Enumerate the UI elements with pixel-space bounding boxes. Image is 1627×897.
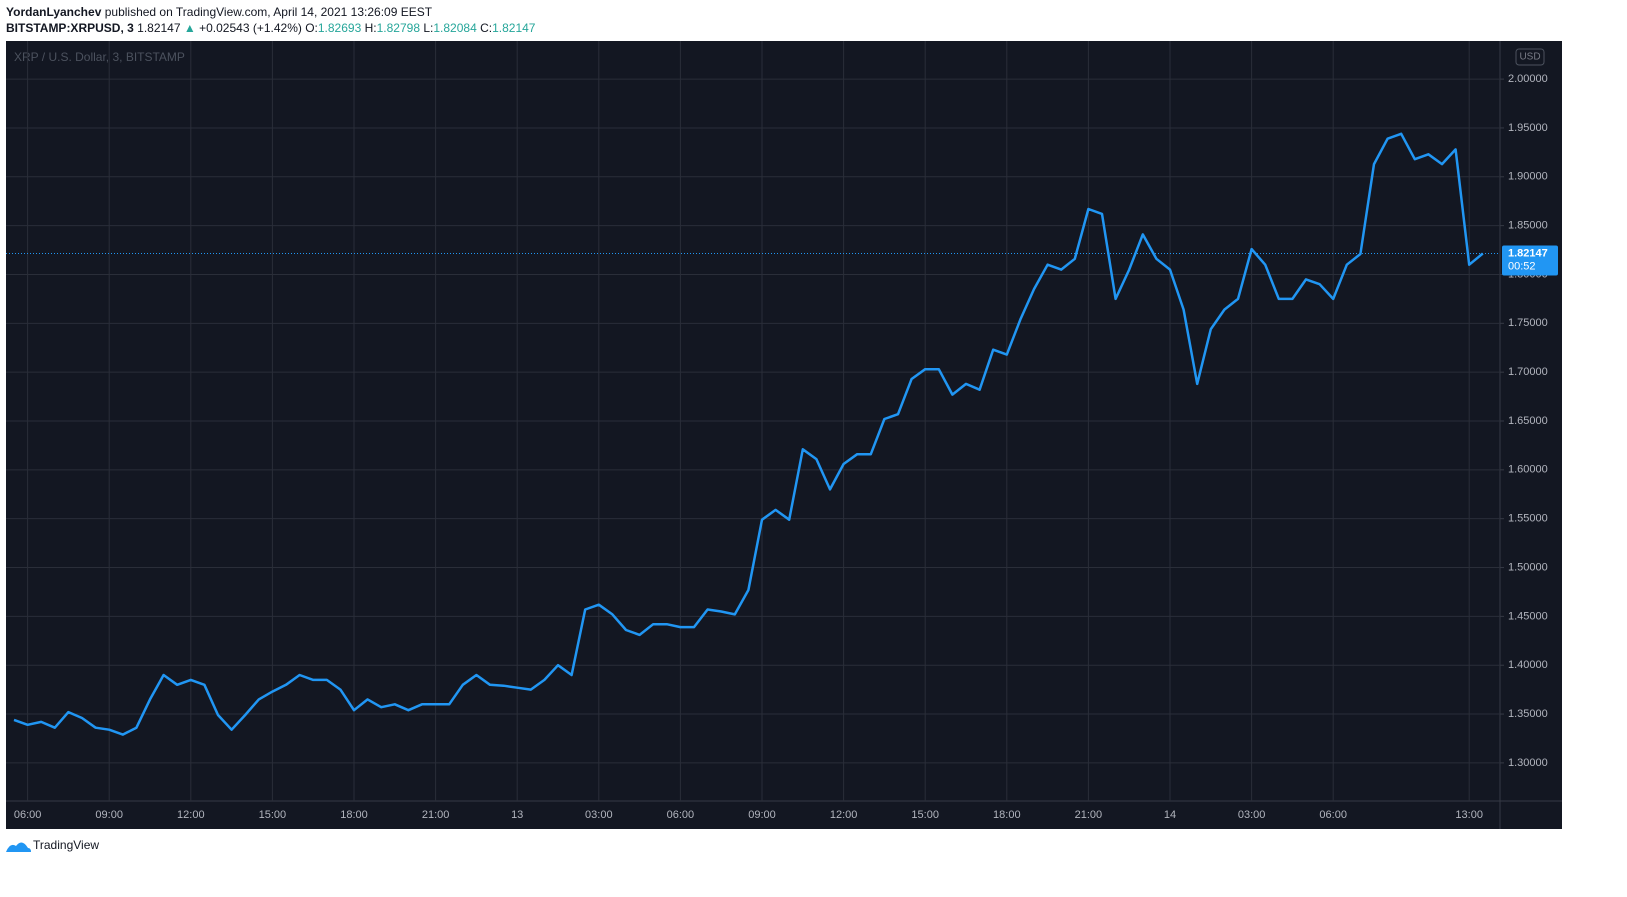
x-tick-label: 15:00 [259,809,287,821]
watermark: XRP / U.S. Dollar, 3, BITSTAMP [14,50,185,64]
publish-line: YordanLyanchev published on TradingView.… [6,5,432,19]
footer: TradingView [33,838,99,852]
x-tick-label: 09:00 [748,809,776,821]
ohlc-3-label: C: [480,21,493,35]
x-tick-label: 06:00 [667,809,695,821]
x-tick-label: 13:00 [1455,809,1483,821]
x-tick-label: 06:00 [14,809,42,821]
symbol-line: BITSTAMP:XRPUSD, 3 1.82147 ▲ +0.02543 (+… [6,21,535,35]
x-tick-label: 18:00 [993,809,1021,821]
x-tick-label: 13 [511,809,523,821]
ohlc-1: 1.82798 [376,21,420,35]
y-tick-label: 1.55000 [1508,513,1548,525]
up-arrow: ▲ [183,21,196,35]
y-tick-label: 1.85000 [1508,220,1548,232]
x-tick-label: 15:00 [911,809,939,821]
y-tick-label: 1.95000 [1508,122,1548,134]
x-tick-label: 03:00 [1238,809,1266,821]
y-tick-label: 1.90000 [1508,171,1548,183]
y-tick-label: 1.35000 [1508,708,1548,720]
last-price-label: 1.82147 [1508,247,1548,259]
y-tick-label: 1.60000 [1508,464,1548,476]
currency-box [1515,48,1545,66]
x-tick-label: 06:00 [1319,809,1347,821]
ohlc-3: 1.82147 [492,21,536,35]
ohlc-0-label: O: [305,21,318,35]
y-tick-label: 1.45000 [1508,610,1548,622]
y-tick-label: 1.70000 [1508,366,1548,378]
y-tick-label: 1.30000 [1508,757,1548,769]
last: 1.82147 [137,21,181,35]
x-tick-label: 09:00 [95,809,123,821]
tradingview-logo [6,842,31,852]
change: +0.02543 (+1.42%) [199,21,302,35]
y-tick-label: 1.75000 [1508,317,1548,329]
x-tick-label: 12:00 [830,809,858,821]
y-tick-label: 1.40000 [1508,659,1548,671]
y-tick-label: 2.00000 [1508,73,1548,85]
x-tick-label: 03:00 [585,809,613,821]
y-tick-label: 1.65000 [1508,415,1548,427]
x-tick-label: 18:00 [340,809,368,821]
logo-cloud [6,842,31,852]
published: published on TradingView.com, April 14, … [104,5,433,19]
x-tick-label: 21:00 [422,809,450,821]
ohlc-0: 1.82693 [317,21,362,35]
currency: USD [1519,52,1540,63]
y-tick-label: 1.50000 [1508,561,1548,573]
symbol: BITSTAMP:XRPUSD, 3 [6,21,134,35]
ohlc-2: 1.82084 [433,21,477,35]
price-line [13,132,1484,736]
last-price-box [1502,245,1558,276]
x-tick-label: 21:00 [1075,809,1103,821]
countdown: 00:52 [1508,260,1536,272]
ohlc-2-label: L: [423,21,434,35]
x-tick-label: 14 [1164,809,1176,821]
chart-background [6,41,1562,829]
ohlc-1-label: H: [364,21,377,35]
x-tick-label: 12:00 [177,809,205,821]
author: YordanLyanchev [6,5,102,19]
